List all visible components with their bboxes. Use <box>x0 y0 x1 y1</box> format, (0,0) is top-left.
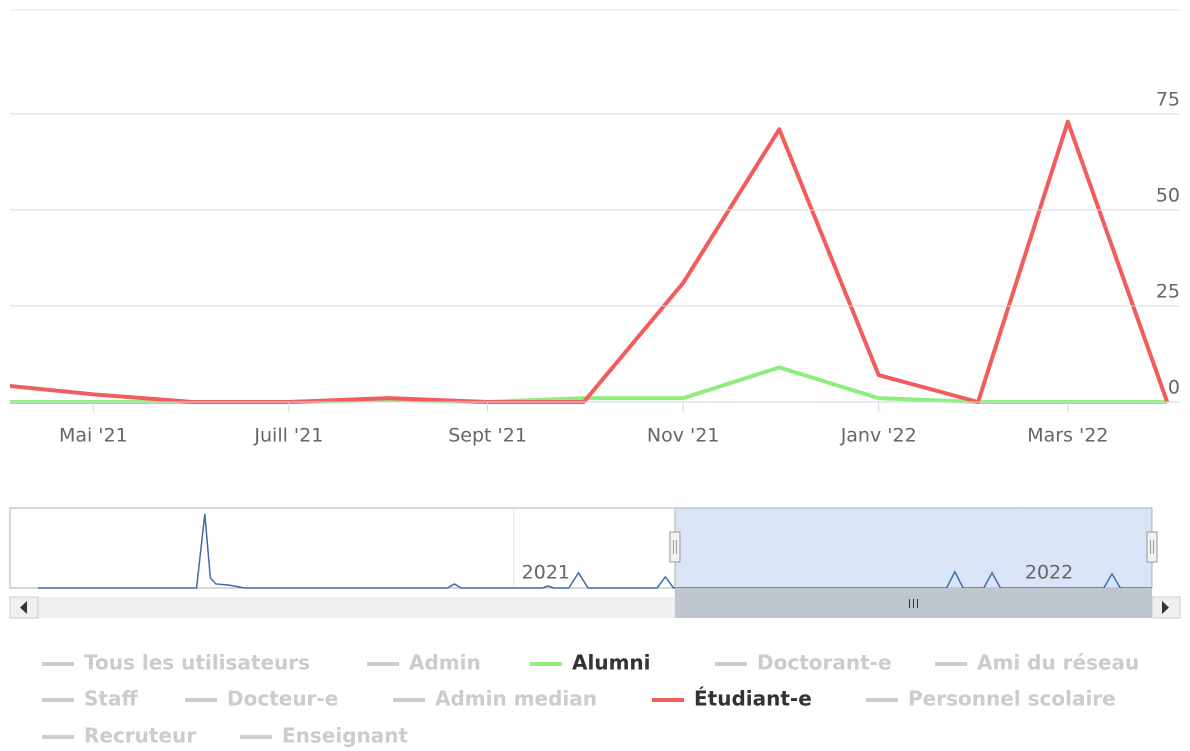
legend-label: Personnel scolaire <box>908 687 1116 711</box>
legend-item[interactable]: Admin <box>367 651 481 675</box>
x-tick-label: Nov '21 <box>647 425 720 447</box>
legend-label: Staff <box>84 687 138 711</box>
legend-item[interactable]: Docteur-e <box>185 687 338 711</box>
series-line <box>10 365 1168 404</box>
left-arrow <box>20 601 27 614</box>
legend-label: Doctorant-e <box>757 651 892 675</box>
y-tick-label: 0 <box>1168 377 1180 399</box>
navigator-tick-label: 2021 <box>522 562 570 584</box>
legend-label: Admin median <box>435 687 597 711</box>
legend-item[interactable]: Tous les utilisateurs <box>42 651 310 675</box>
navigator-handle[interactable] <box>1146 531 1158 563</box>
x-tick-label: Mai '21 <box>59 425 128 447</box>
legend-item[interactable]: Enseignant <box>240 724 409 748</box>
x-tick-label: Juill '21 <box>253 425 323 447</box>
legend-label: Tous les utilisateurs <box>84 651 310 675</box>
series-line <box>10 119 1170 404</box>
legend-item[interactable]: Doctorant-e <box>715 651 892 675</box>
navigator-line <box>38 513 1152 589</box>
legend-item[interactable]: Staff <box>42 687 138 711</box>
legend-label: Alumni <box>572 651 651 675</box>
navigator-handle[interactable] <box>669 531 681 563</box>
legend-label: Enseignant <box>282 724 409 748</box>
legend-item[interactable]: Recruteur <box>42 724 196 748</box>
legend-item[interactable]: Alumni <box>530 651 651 675</box>
navigator-selection <box>674 507 1153 589</box>
right-arrow <box>1162 601 1169 614</box>
legend: Tous les utilisateurs Admin Alumni Doctoran… <box>42 651 1139 748</box>
y-tick-label: 50 <box>1156 185 1180 207</box>
navigator: 2021 2022 <box>38 507 1158 618</box>
legend-item[interactable]: Ami du réseau <box>935 651 1139 675</box>
x-tick-label: Sept '21 <box>448 425 527 447</box>
legend-item[interactable]: Admin median <box>393 687 597 711</box>
navigator-tick-label: 2022 <box>1025 562 1073 584</box>
x-tick-label: Mars '22 <box>1027 425 1108 447</box>
legend-label: Docteur-e <box>227 687 338 711</box>
y-tick-label: 25 <box>1156 281 1180 303</box>
y-tick-label: 75 <box>1156 89 1180 111</box>
legend-item[interactable]: Étudiant-e <box>652 687 812 711</box>
legend-label: Recruteur <box>84 724 196 748</box>
legend-label: Étudiant-e <box>694 687 812 711</box>
legend-item[interactable]: Personnel scolaire <box>866 687 1116 711</box>
x-tick-label: Janv '22 <box>840 425 917 447</box>
plot <box>10 119 1170 404</box>
legend-label: Ami du réseau <box>977 651 1139 675</box>
legend-label: Admin <box>409 651 481 675</box>
